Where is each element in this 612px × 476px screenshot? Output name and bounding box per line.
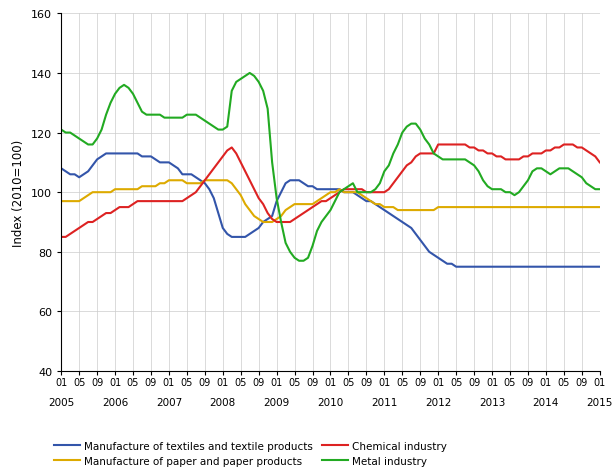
Text: 2006: 2006 [102, 397, 128, 407]
Text: 2013: 2013 [479, 397, 506, 407]
Legend: Manufacture of textiles and textile products, Manufacture of paper and paper pro: Manufacture of textiles and textile prod… [54, 441, 447, 466]
Text: 2008: 2008 [210, 397, 236, 407]
Y-axis label: Index (2010=100): Index (2010=100) [12, 139, 26, 246]
Text: 2005: 2005 [48, 397, 74, 407]
Text: 2014: 2014 [532, 397, 559, 407]
Text: 2010: 2010 [318, 397, 343, 407]
Text: 2007: 2007 [156, 397, 182, 407]
Text: 2011: 2011 [371, 397, 398, 407]
Text: 2012: 2012 [425, 397, 452, 407]
Text: 2015: 2015 [586, 397, 612, 407]
Text: 2009: 2009 [264, 397, 289, 407]
